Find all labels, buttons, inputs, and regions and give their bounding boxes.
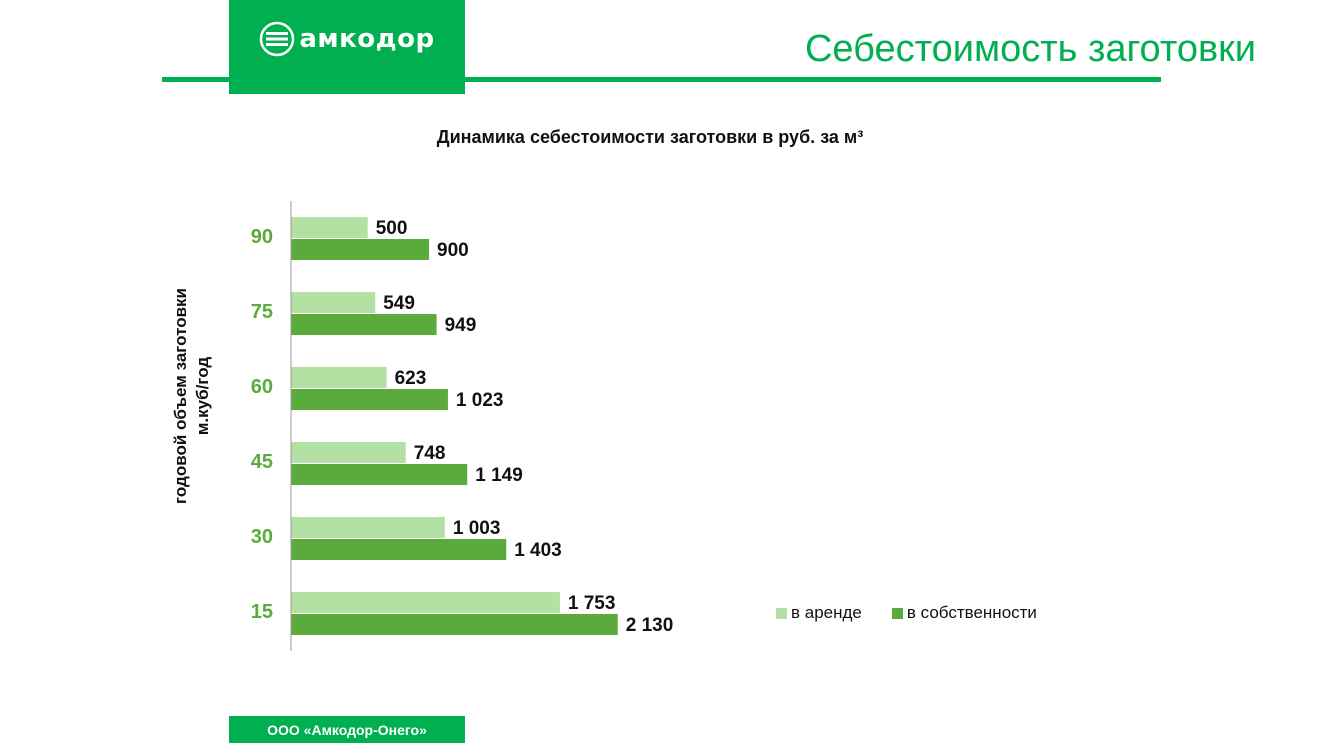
- legend-item-own: в собственности: [891, 603, 1037, 623]
- y-axis-label-line: годовой объем заготовки: [171, 288, 190, 504]
- bar: [291, 614, 618, 635]
- legend-swatch-rent: [776, 607, 787, 619]
- bar: [291, 239, 430, 260]
- data-label: 900: [437, 240, 469, 261]
- data-label: 949: [445, 315, 477, 336]
- legend-label-own: в собственности: [906, 603, 1037, 622]
- bar: [291, 292, 376, 313]
- bar: [291, 539, 507, 560]
- header-divider: [162, 77, 1161, 82]
- y-axis-label-line: м.куб/год: [193, 357, 212, 436]
- category-label: 60: [251, 376, 273, 398]
- bar: [291, 217, 368, 238]
- logo: амкодор: [229, 0, 465, 94]
- data-label: 623: [395, 368, 427, 389]
- data-label: 1 753: [568, 593, 616, 614]
- amkodor-logo-icon: [260, 21, 295, 57]
- data-label: 1 003: [453, 518, 501, 539]
- legend-label-rent: в аренде: [791, 603, 862, 622]
- bar: [291, 314, 437, 335]
- logo-text: амкодор: [299, 24, 435, 54]
- chart-legend: в аренде в собственности: [776, 603, 1037, 623]
- category-label: 30: [251, 526, 273, 548]
- slide-title: Себестоимость заготовки: [804, 28, 1256, 70]
- data-label: 1 023: [456, 390, 504, 411]
- data-label: 500: [376, 218, 408, 239]
- category-label: 75: [251, 301, 273, 323]
- category-label: 45: [251, 451, 273, 473]
- bar: [291, 389, 448, 410]
- data-label: 549: [383, 293, 415, 314]
- y-axis-label: годовой объем заготовки м.куб/год: [171, 288, 212, 504]
- data-label: 2 130: [626, 615, 674, 636]
- category-label: 15: [251, 601, 273, 623]
- bar: [291, 464, 468, 485]
- data-label: 748: [414, 443, 446, 464]
- category-label: 90: [251, 226, 273, 248]
- data-label: 1 403: [514, 540, 562, 561]
- bar: [291, 517, 445, 538]
- footer-company: ООО «Амкодор-Онего»: [229, 716, 465, 743]
- bar: [291, 442, 406, 463]
- bar: [291, 592, 560, 613]
- legend-swatch-own: [891, 607, 903, 619]
- legend-item-rent: в аренде: [776, 603, 862, 623]
- bar: [291, 367, 387, 388]
- chart-title: Динамика себестоимости заготовки в руб. …: [436, 127, 864, 147]
- data-label: 1 149: [475, 465, 523, 486]
